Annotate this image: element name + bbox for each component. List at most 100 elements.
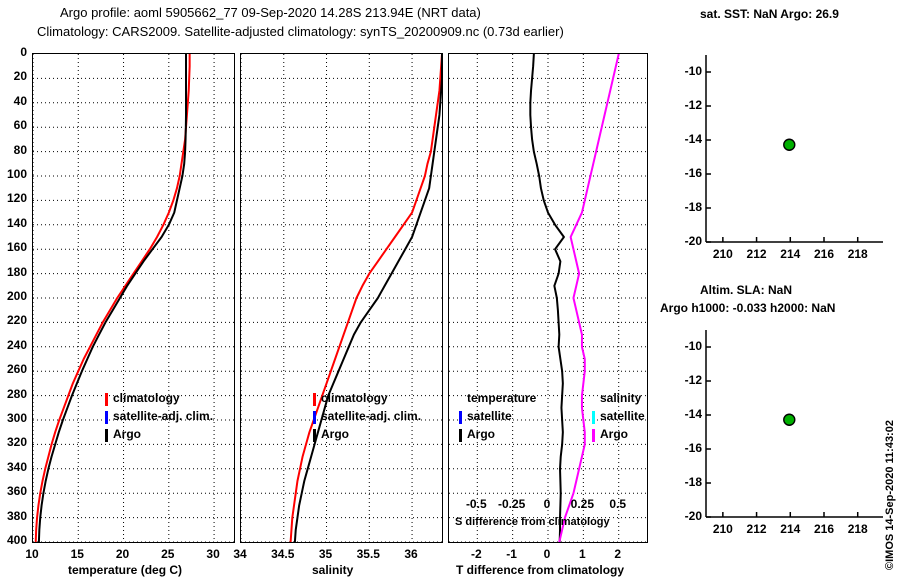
- ytick-80: 80: [13, 142, 27, 157]
- ytick-320: 320: [6, 435, 27, 450]
- ytick-160: 160: [6, 240, 27, 255]
- ytick-380: 380: [6, 508, 27, 523]
- ytick-180: 180: [6, 264, 27, 279]
- map-xtick-p4svg-212: 212: [746, 247, 767, 261]
- map-xtick-p5svg-218: 218: [847, 522, 868, 536]
- map-ytick-p5svg--18: -18: [684, 475, 702, 489]
- temperature-profile-panel[interactable]: [32, 53, 235, 543]
- ytick-200: 200: [6, 289, 27, 303]
- ytick-0: 0: [20, 45, 27, 59]
- difference-profile-panel[interactable]: [448, 53, 648, 543]
- ytick-240: 240: [6, 337, 27, 352]
- xtick-p1svg-30: 30: [206, 547, 220, 561]
- map-ytick-p5svg--12: -12: [684, 373, 702, 387]
- ytick-120: 120: [6, 191, 27, 206]
- legend-swatch-temperature-argo-icon: [459, 429, 462, 442]
- ytick-400: 400: [6, 533, 27, 547]
- map-ytick-p5svg--10: -10: [684, 339, 702, 353]
- map-sst-plot-area: [705, 55, 883, 243]
- profile-title-line2: Climatology: CARS2009. Satellite-adjuste…: [37, 24, 564, 39]
- legend-label-salinity-satellite: satellite: [600, 409, 645, 423]
- legend-swatch-climatology-icon: [313, 393, 316, 406]
- map-ytick-p4svg--12: -12: [684, 98, 702, 112]
- legend-swatch-argo-icon: [313, 429, 316, 442]
- ytick-300: 300: [6, 411, 27, 425]
- profile-title-line1: Argo profile: aoml 5905662_77 09-Sep-202…: [60, 5, 481, 20]
- profile-location-marker: [783, 138, 796, 151]
- legend-swatch-salinity-argo-icon: [592, 429, 595, 442]
- salinity-plot-area: [241, 54, 442, 542]
- xtick-p1svg-20: 20: [115, 547, 130, 561]
- xtick-p2svg-36: 36: [404, 547, 418, 561]
- difference-plot-area: [449, 54, 647, 542]
- legend-label-satellite-adj-clim: satellite-adj. clim.: [321, 409, 422, 423]
- legend-label-satellite-adj-clim: satellite-adj. clim.: [113, 409, 214, 423]
- xtick-p2svg-34.5: 34.5: [271, 547, 295, 561]
- map-sst-panel[interactable]: [688, 55, 883, 270]
- map-ytick-p4svg--16: -16: [684, 166, 702, 180]
- legend-swatch-argo-icon: [105, 429, 108, 442]
- profile-location-marker: [783, 413, 796, 426]
- legend-label-temperature-argo: Argo: [467, 427, 495, 441]
- map-ytick-p4svg--10: -10: [684, 64, 702, 78]
- salinity-axis-label: salinity: [312, 563, 354, 577]
- argo-h-header: Argo h1000: -0.033 h2000: NaN: [660, 301, 836, 315]
- legend-swatch-temperature-satellite-icon: [459, 411, 462, 424]
- map-xtick-p5svg-216: 216: [813, 522, 835, 536]
- ytick-220: 220: [6, 313, 27, 328]
- map-ytick-p5svg--16: -16: [684, 441, 702, 455]
- xtick-p1svg-25: 25: [161, 547, 175, 561]
- map-xtick-p5svg-212: 212: [746, 522, 767, 536]
- map-xtick-p4svg-216: 216: [813, 247, 835, 261]
- xtick-p3svg--1: -1: [506, 547, 517, 561]
- altim-sla-header: Altim. SLA: NaN: [700, 283, 793, 297]
- temperature-plot-area: [33, 54, 234, 542]
- legend-label-argo: Argo: [321, 427, 349, 441]
- salinity-profile-panel[interactable]: [240, 53, 443, 543]
- legend-swatch-climatology-icon: [105, 393, 108, 406]
- map-ytick-p4svg--18: -18: [684, 200, 702, 214]
- copyright-label: ©IMOS 14-Sep-2020 11:43:02: [884, 420, 896, 570]
- ytick-20: 20: [13, 69, 27, 84]
- legend-label-temperature: temperature: [467, 391, 537, 405]
- sst-header: sat. SST: NaN Argo: 26.9: [700, 7, 839, 21]
- legend-label-temperature-satellite: satellite: [467, 409, 512, 423]
- xtick2-p3svg-0.5: 0.5: [609, 497, 627, 511]
- legend-swatch-satellite-adj-clim-icon: [105, 411, 108, 424]
- ytick-100: 100: [6, 167, 27, 181]
- legend-label-salinity-argo: Argo: [600, 427, 628, 441]
- map-ytick-p4svg--14: -14: [684, 132, 702, 146]
- xtick-p3svg-1: 1: [579, 547, 586, 561]
- xtick2-p3svg--0.5: -0.5: [465, 497, 487, 511]
- ytick-340: 340: [6, 459, 27, 474]
- ytick-60: 60: [13, 118, 27, 133]
- xtick-p1svg-15: 15: [70, 547, 84, 561]
- legend-label-salinity: salinity: [600, 391, 642, 405]
- map-xtick-p5svg-214: 214: [780, 522, 801, 536]
- map-ytick-p5svg--20: -20: [684, 509, 702, 523]
- salinity-difference-axis-label: S difference from climatology: [455, 516, 610, 528]
- legend-label-argo: Argo: [113, 427, 141, 441]
- xtick-p2svg-35.5: 35.5: [356, 547, 380, 561]
- xtick2-p3svg-0: 0: [543, 497, 551, 511]
- map-xtick-p4svg-218: 218: [847, 247, 868, 261]
- map-ytick-p5svg--14: -14: [684, 407, 702, 421]
- ytick-40: 40: [13, 93, 27, 108]
- xtick-p2svg-34: 34: [233, 547, 247, 561]
- xtick-p2svg-35: 35: [318, 547, 333, 561]
- xtick-p1svg-10: 10: [25, 547, 39, 561]
- ytick-260: 260: [6, 362, 27, 377]
- temperature-axis-label: temperature (deg C): [68, 563, 183, 577]
- ytick-280: 280: [6, 386, 27, 401]
- legend-swatch-salinity-satellite-icon: [592, 411, 595, 424]
- legend-label-climatology: climatology: [113, 391, 180, 405]
- ytick-140: 140: [6, 215, 27, 230]
- xtick2-p3svg--0.25: -0.25: [497, 497, 526, 511]
- temperature-difference-axis-label: T difference from climatology: [456, 563, 625, 577]
- map-ytick-p4svg--20: -20: [684, 234, 702, 248]
- xtick-p3svg-0: 0: [543, 547, 551, 561]
- map-sla-panel[interactable]: [688, 330, 883, 545]
- xtick-p3svg--2: -2: [470, 547, 482, 561]
- map-xtick-p4svg-210: 210: [712, 247, 733, 261]
- legend-swatch-satellite-adj-clim-icon: [313, 411, 316, 424]
